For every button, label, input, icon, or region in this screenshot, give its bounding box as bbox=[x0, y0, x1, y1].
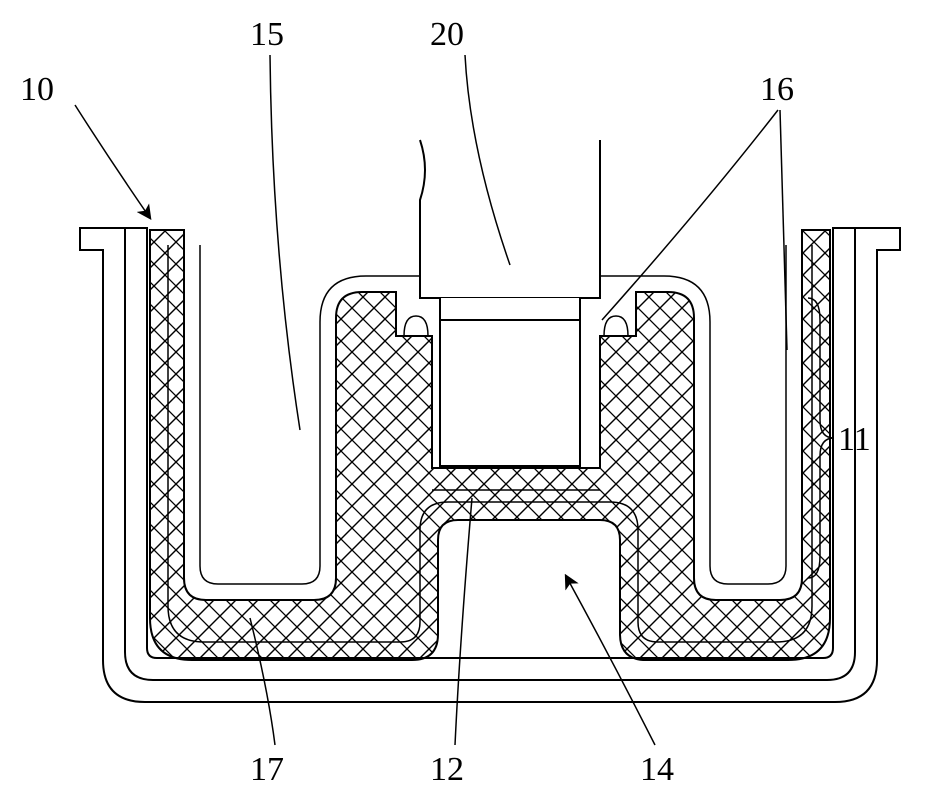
label-15: 15 bbox=[250, 16, 284, 53]
leader-15 bbox=[270, 55, 300, 430]
label-17: 17 bbox=[250, 751, 284, 788]
label-16: 16 bbox=[760, 71, 794, 108]
element-20 bbox=[420, 140, 600, 466]
label-20: 20 bbox=[430, 16, 464, 53]
leader-10 bbox=[75, 105, 150, 218]
label-11: 11 bbox=[838, 421, 871, 458]
label-14: 14 bbox=[640, 751, 674, 788]
leader-16b bbox=[780, 110, 787, 350]
leader-12 bbox=[455, 498, 472, 745]
label-10: 10 bbox=[20, 71, 54, 108]
label-12: 12 bbox=[430, 751, 464, 788]
leader-16a bbox=[602, 110, 778, 320]
cross-section-figure: 10 15 20 16 11 17 12 14 bbox=[0, 0, 938, 807]
